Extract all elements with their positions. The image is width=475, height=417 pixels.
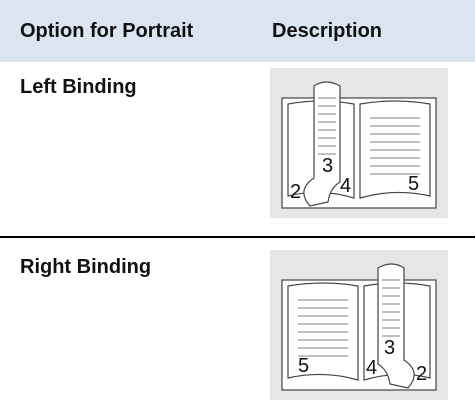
book xyxy=(281,81,437,209)
option-label: Left Binding xyxy=(20,76,137,98)
page-number: 4 xyxy=(340,175,351,197)
book xyxy=(281,263,437,391)
page-number: 5 xyxy=(408,173,419,195)
page-number: 4 xyxy=(366,357,377,379)
page-number: 2 xyxy=(290,181,301,203)
page-number: 5 xyxy=(298,355,309,377)
table-header: Option for Portrait Description xyxy=(0,0,475,62)
header-cell: Option for Portrait xyxy=(20,20,194,42)
header-cell: Description xyxy=(272,20,383,42)
option-label: Right Binding xyxy=(20,256,152,278)
page-number: 3 xyxy=(384,337,395,359)
right-binding-illustration: 5 4 3 2 xyxy=(270,250,448,400)
left-binding-illustration: 2 3 4 5 xyxy=(270,68,448,218)
page-number: 3 xyxy=(322,155,333,177)
page-number: 2 xyxy=(416,363,427,385)
row-divider xyxy=(0,236,475,238)
